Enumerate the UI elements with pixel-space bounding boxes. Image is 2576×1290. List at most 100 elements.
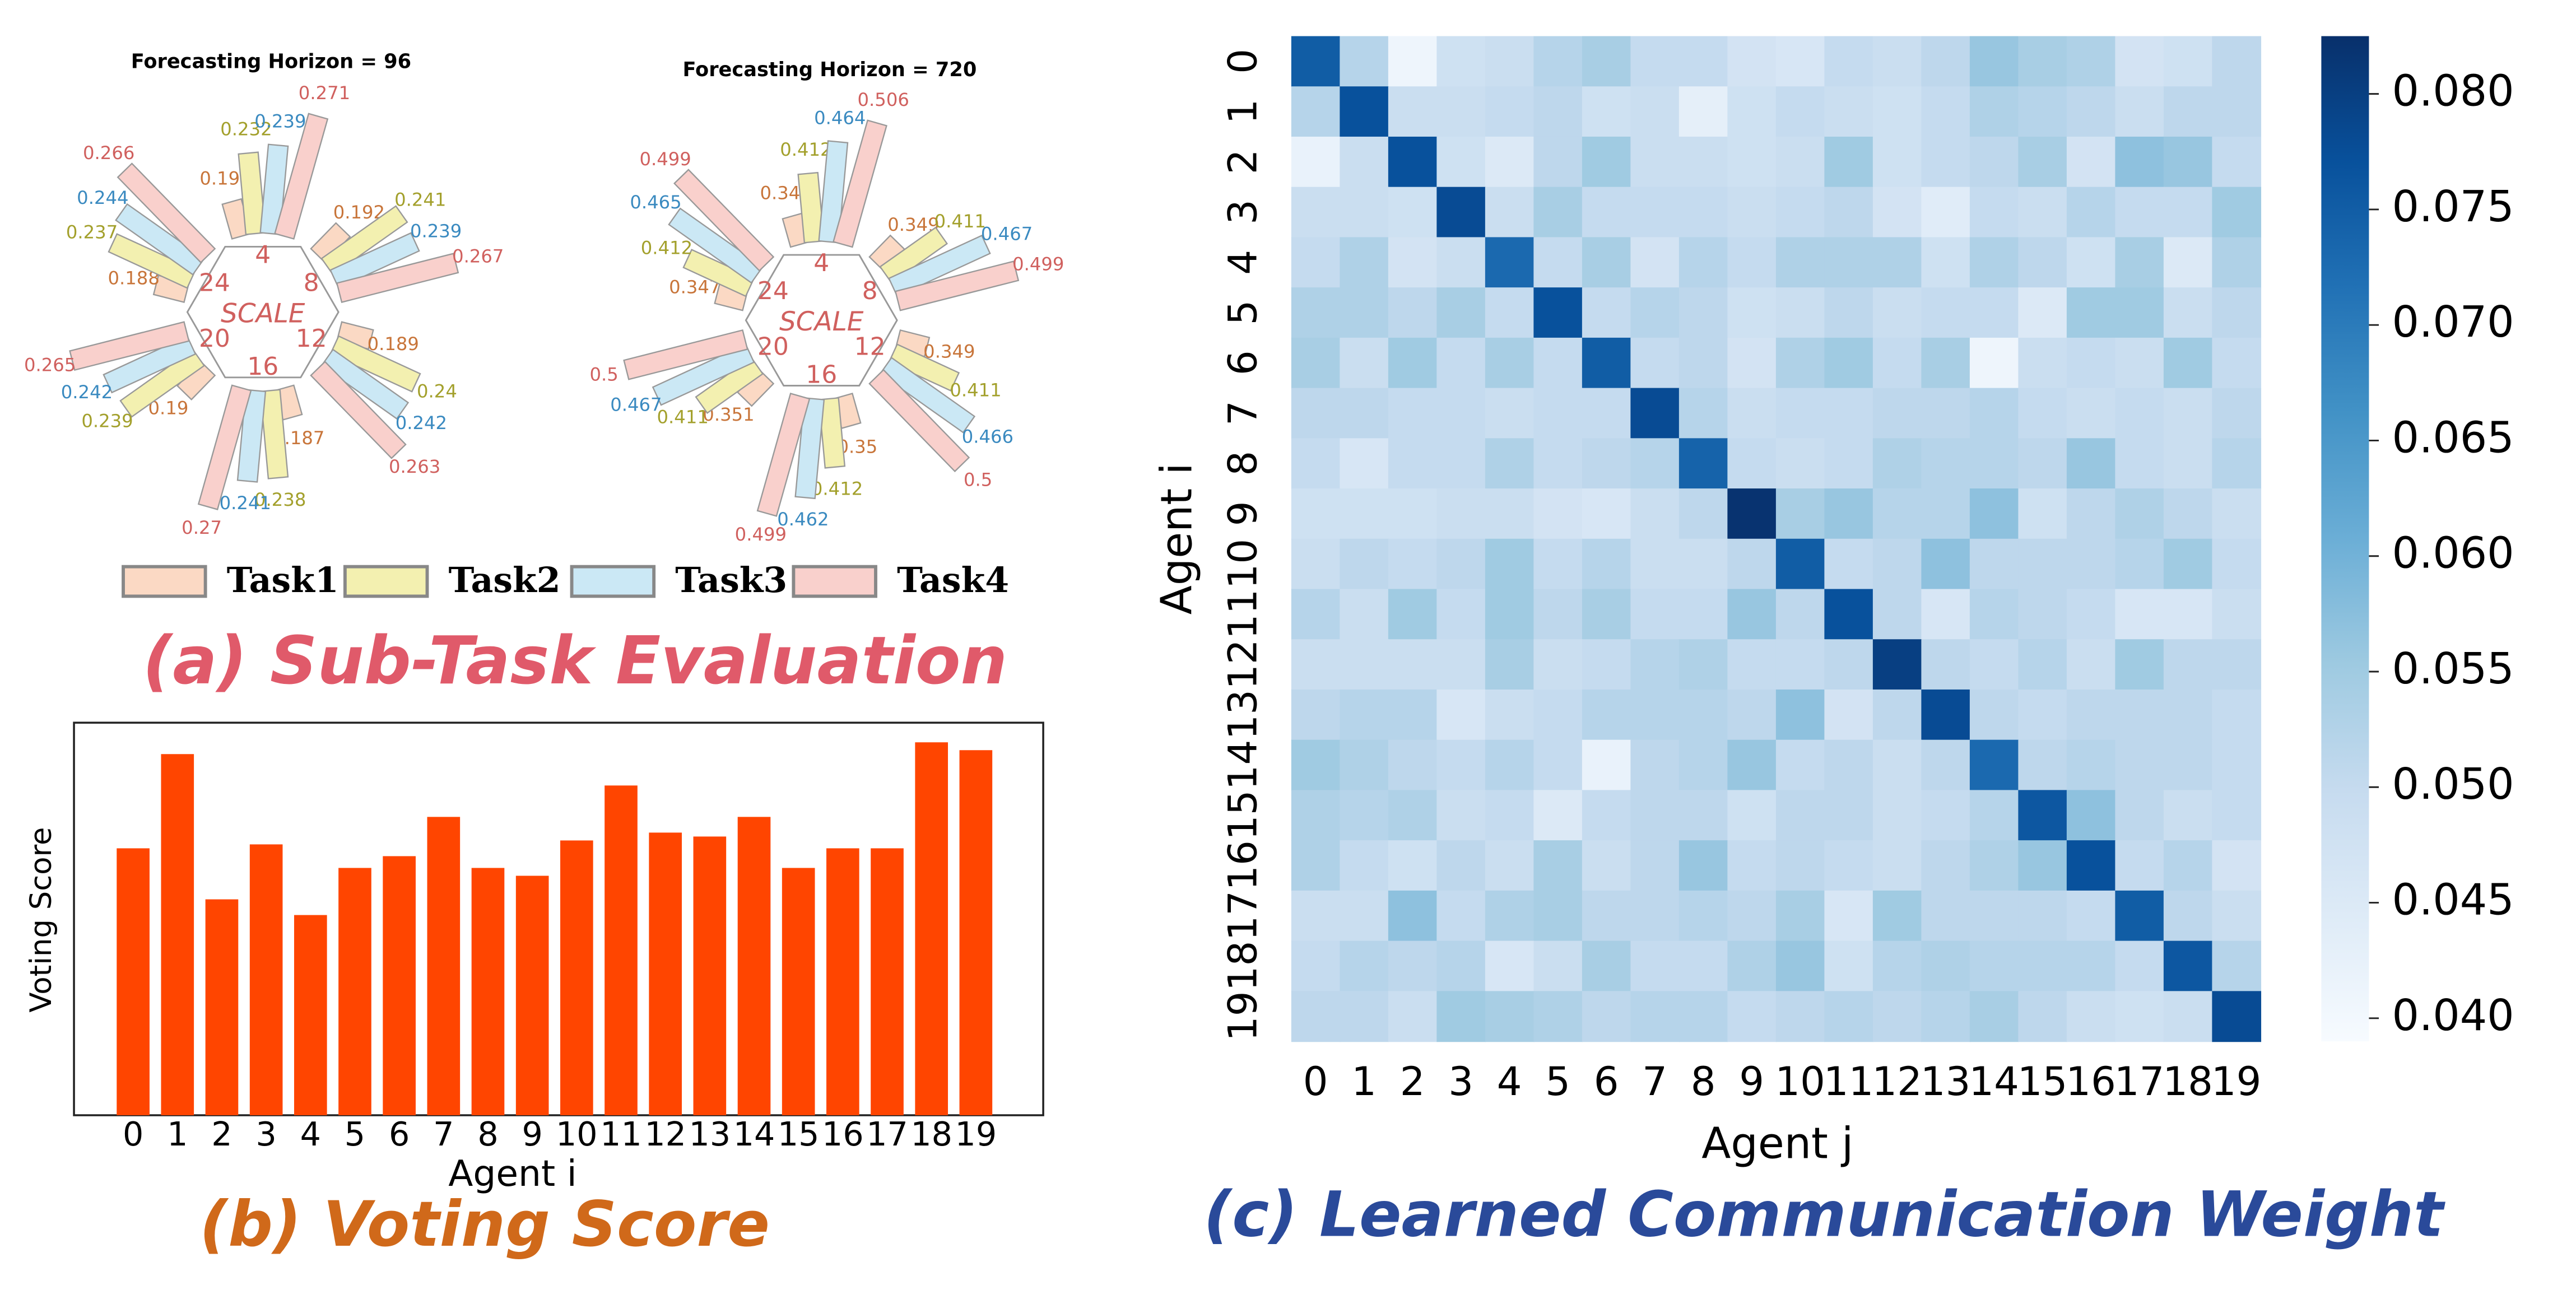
value-label: 0.499 xyxy=(735,524,787,545)
heatmap-cell xyxy=(1872,36,1922,87)
heatmap-cell xyxy=(1388,337,1438,389)
y-tick-label: 1 xyxy=(1220,99,1266,124)
heatmap-cell xyxy=(1533,689,1583,741)
heatmap-cell xyxy=(1630,136,1680,188)
heatmap-cell xyxy=(1436,790,1486,841)
radial-bar xyxy=(818,397,846,469)
heatmap-cell xyxy=(2115,86,2165,138)
radial-bar xyxy=(103,335,197,394)
caption-c: (c) Learned Communication Weight xyxy=(1203,1179,2445,1251)
heatmap-cell xyxy=(2163,890,2213,942)
y-tick-label: 5 xyxy=(1220,300,1266,325)
legend-label: Task2 xyxy=(449,560,561,600)
heatmap-cell xyxy=(1388,991,1438,1042)
center-label: SCALE xyxy=(221,298,305,329)
heatmap-cell xyxy=(1533,388,1583,439)
heatmap-cell xyxy=(1872,237,1922,288)
x-tick-label: 18 xyxy=(910,1115,952,1153)
heatmap-cell xyxy=(2115,739,2165,791)
x-tick-label: 16 xyxy=(2066,1059,2116,1105)
heatmap-cell xyxy=(2212,790,2262,841)
heatmap-cell xyxy=(1340,840,1389,892)
heatmap-cell xyxy=(1436,639,1486,691)
heatmap-cell xyxy=(1824,840,1874,892)
heatmap-cell xyxy=(1678,840,1728,892)
scale-label: 8 xyxy=(304,268,319,297)
bar xyxy=(338,868,371,1116)
heatmap-cell xyxy=(1872,438,1922,490)
heatmap-cell xyxy=(1388,488,1438,539)
heatmap-cell xyxy=(1678,187,1728,238)
heatmap-cell xyxy=(1291,689,1341,741)
colorbar-tick-label: 0.040 xyxy=(2392,990,2514,1040)
heatmap-cell xyxy=(2018,287,2068,339)
heatmap-cell xyxy=(1872,538,1922,590)
heatmap-cell xyxy=(1678,388,1728,439)
heatmap-cell xyxy=(1388,589,1438,640)
heatmap-cell xyxy=(2066,388,2116,439)
heatmap-cell xyxy=(1678,36,1728,87)
heatmap-cell xyxy=(2212,388,2262,439)
heatmap-cell xyxy=(1582,36,1631,87)
heatmap-cell xyxy=(1436,589,1486,640)
heatmap-cell xyxy=(1921,639,1971,691)
heatmap-cell xyxy=(2018,136,2068,188)
heatmap-cell xyxy=(1969,187,2019,238)
heatmap-cell xyxy=(1340,287,1389,339)
heatmap-cell xyxy=(1340,890,1389,942)
radial-bar xyxy=(673,169,775,272)
x-axis-label: Agent j xyxy=(1701,1119,1853,1168)
heatmap-cell xyxy=(1291,589,1341,640)
heatmap-cell xyxy=(1969,538,2019,590)
heatmap-cell xyxy=(1872,991,1922,1042)
heatmap-cell xyxy=(1340,790,1389,841)
heatmap-cell xyxy=(2115,388,2165,439)
y-tick-label: 14 xyxy=(1220,740,1266,790)
heatmap-cell xyxy=(1388,86,1438,138)
y-tick-label: 0 xyxy=(1220,49,1266,74)
heatmap-cell xyxy=(1533,86,1583,138)
heatmap-cell xyxy=(2115,689,2165,741)
heatmap-cell xyxy=(1436,739,1486,791)
heatmap-cell xyxy=(2163,388,2213,439)
heatmap-cell xyxy=(1582,337,1631,389)
scale-label: 24 xyxy=(757,277,789,305)
x-tick-label: 2 xyxy=(1400,1059,1425,1105)
heatmap-cell xyxy=(1533,739,1583,791)
heatmap-cell xyxy=(1485,639,1535,691)
heatmap-cell xyxy=(1436,136,1486,188)
heatmap-cell xyxy=(1533,337,1583,389)
heatmap-cell xyxy=(1436,538,1486,590)
value-label: 0.411 xyxy=(950,380,1001,401)
heatmap-cell xyxy=(2066,639,2116,691)
heatmap-cell xyxy=(2212,890,2262,942)
heatmap-cell xyxy=(1678,589,1728,640)
heatmap-cell xyxy=(2018,589,2068,640)
heatmap-cell xyxy=(1340,187,1389,238)
bar xyxy=(649,832,682,1116)
y-tick-label: 2 xyxy=(1220,149,1266,174)
heatmap-cell xyxy=(1969,589,2019,640)
radial-bar xyxy=(238,151,267,235)
heatmap-cell xyxy=(1630,991,1680,1042)
heatmap-cell xyxy=(1824,237,1874,288)
heatmap-cell xyxy=(1969,689,2019,741)
x-tick-label: 9 xyxy=(522,1115,543,1153)
heatmap-cell xyxy=(1533,790,1583,841)
bar xyxy=(915,742,948,1116)
heatmap-cell xyxy=(1824,538,1874,590)
heatmap-cell xyxy=(1678,488,1728,539)
x-tick-label: 19 xyxy=(955,1115,997,1153)
heatmap-cell xyxy=(1582,388,1631,439)
y-tick-label: 13 xyxy=(1220,690,1266,740)
heatmap-cell xyxy=(1533,287,1583,339)
value-label: 0.265 xyxy=(24,355,76,376)
heatmap-cell xyxy=(1872,287,1922,339)
value-label: 0.506 xyxy=(858,89,909,110)
heatmap-cell xyxy=(1340,940,1389,992)
heatmap-cell xyxy=(1727,739,1777,791)
value-label: 0.189 xyxy=(368,333,419,355)
heatmap-cell xyxy=(2066,237,2116,288)
heatmap-cell xyxy=(1678,940,1728,992)
heatmap-cell xyxy=(1291,538,1341,590)
